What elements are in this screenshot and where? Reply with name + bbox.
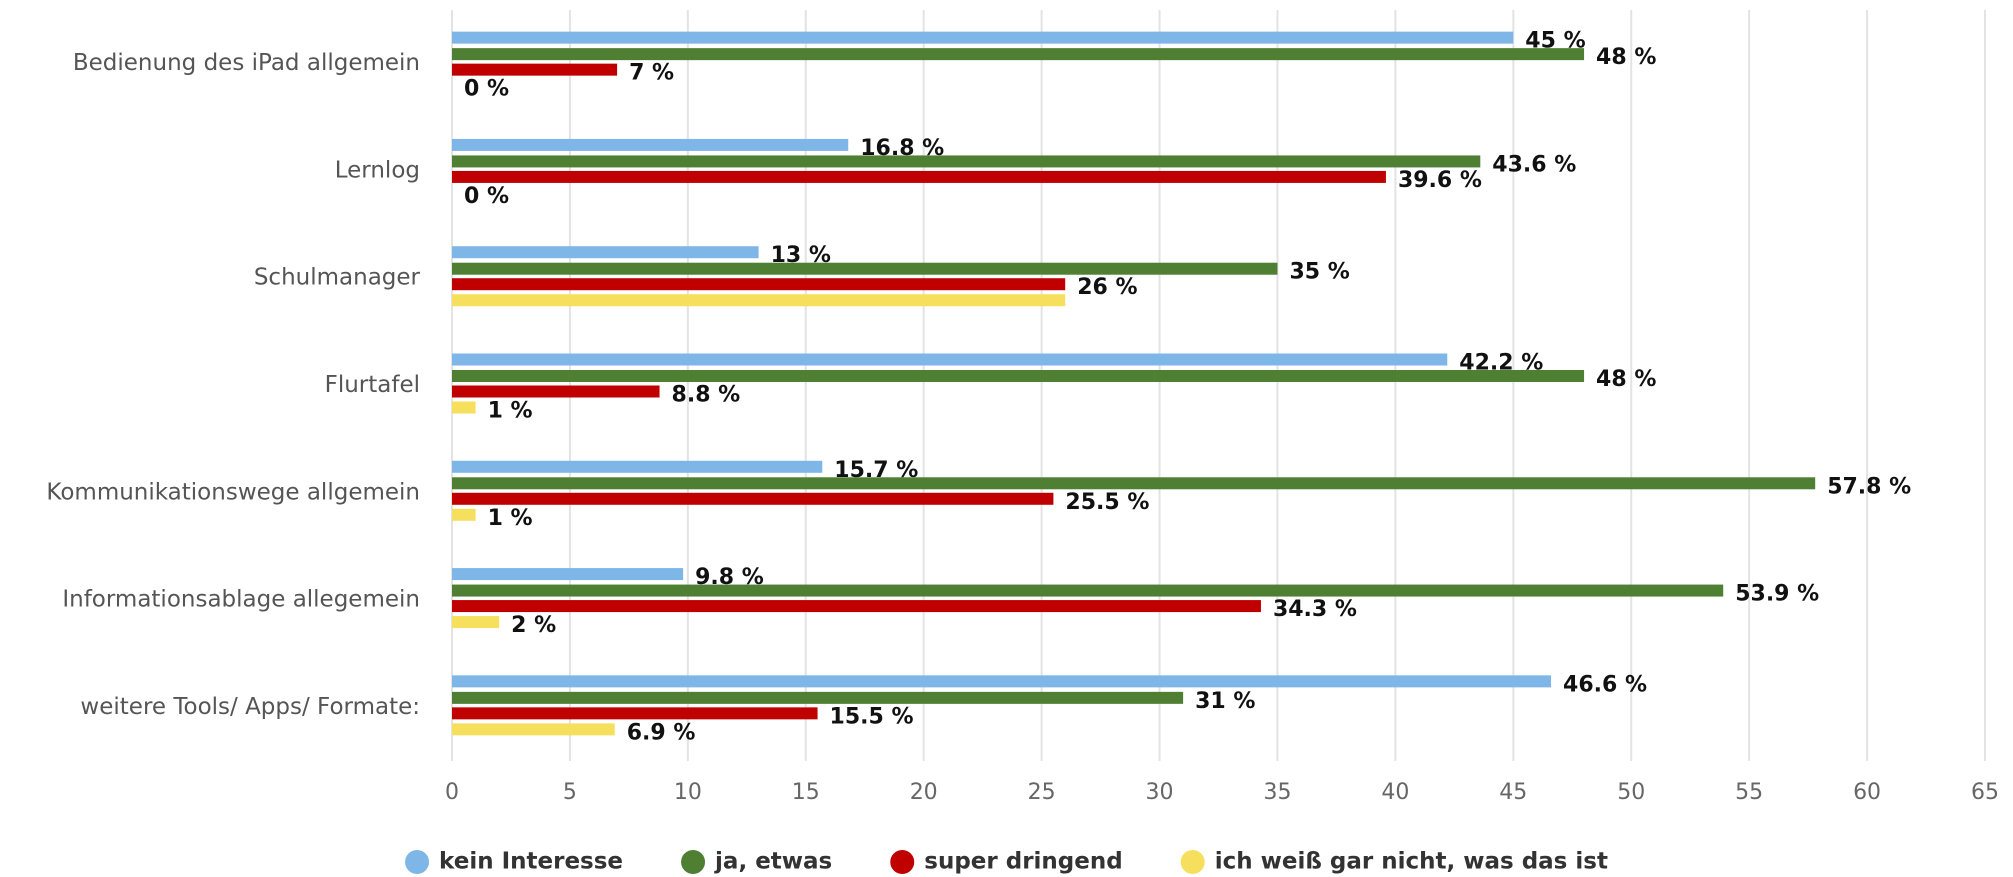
x-tick-label: 5 xyxy=(563,780,577,805)
value-label: 2 % xyxy=(511,613,556,638)
value-label: 57.8 % xyxy=(1827,474,1911,499)
category-label: Kommunikationswege allgemein xyxy=(46,479,420,505)
bar xyxy=(452,477,1816,490)
category-label: Informationsablage allegemein xyxy=(62,587,420,613)
bar xyxy=(452,170,1386,183)
bar xyxy=(452,63,618,76)
x-tick-label: 40 xyxy=(1381,780,1409,805)
bar xyxy=(452,246,759,259)
category-label: Lernlog xyxy=(335,157,420,183)
x-tick-label: 0 xyxy=(445,780,459,805)
value-label: 25.5 % xyxy=(1065,490,1149,515)
legend-label: ich weiß gar nicht, was das ist xyxy=(1215,849,1608,875)
bar xyxy=(452,401,476,414)
bar xyxy=(452,616,500,629)
bar xyxy=(452,385,660,398)
value-label: 7 % xyxy=(629,61,674,86)
legend-label: kein Interesse xyxy=(439,849,623,875)
bar xyxy=(452,492,1054,505)
legend-marker xyxy=(681,850,706,874)
bar xyxy=(452,723,615,736)
legend-marker xyxy=(405,850,430,874)
category-label: Bedienung des iPad allgemein xyxy=(73,50,420,76)
x-tick-label: 30 xyxy=(1146,780,1174,805)
value-label: 1 % xyxy=(488,399,533,424)
x-tick-label: 65 xyxy=(1971,780,1999,805)
x-tick-label: 35 xyxy=(1263,780,1291,805)
legend-marker xyxy=(1180,850,1205,874)
bar xyxy=(452,155,1481,168)
value-label: 43.6 % xyxy=(1492,152,1576,177)
value-label: 0 % xyxy=(464,77,509,102)
bar xyxy=(452,31,1514,44)
value-label: 1 % xyxy=(488,506,533,531)
x-tick-label: 60 xyxy=(1853,780,1881,805)
bar xyxy=(452,294,1066,307)
value-label: 15.5 % xyxy=(830,704,914,729)
bar xyxy=(452,48,1585,61)
value-label: 35 % xyxy=(1289,260,1349,285)
value-label: 0 % xyxy=(464,184,509,209)
x-tick-label: 50 xyxy=(1617,780,1645,805)
bar xyxy=(452,584,1724,597)
category-label: Schulmanager xyxy=(254,265,421,291)
legend-marker xyxy=(890,850,915,874)
value-label: 53.9 % xyxy=(1735,582,1819,607)
bar xyxy=(452,568,684,581)
bar xyxy=(452,278,1066,291)
bar xyxy=(452,370,1585,382)
bar xyxy=(452,460,823,473)
bar xyxy=(452,508,476,521)
x-tick-label: 20 xyxy=(910,780,938,805)
x-tick-label: 55 xyxy=(1735,780,1763,805)
bar xyxy=(452,707,818,720)
category-label: Flurtafel xyxy=(325,372,420,398)
value-label: 6.9 % xyxy=(627,720,696,745)
bar xyxy=(452,600,1261,613)
bar xyxy=(452,353,1448,366)
value-label: 46.6 % xyxy=(1563,672,1647,697)
value-label: 34.3 % xyxy=(1273,597,1357,622)
value-label: 39.6 % xyxy=(1398,168,1482,193)
x-tick-label: 25 xyxy=(1028,780,1056,805)
bar xyxy=(452,138,849,151)
value-label: 48 % xyxy=(1596,367,1656,392)
x-tick-label: 10 xyxy=(674,780,702,805)
legend-label: ja, etwas xyxy=(714,849,832,875)
category-label: weitere Tools/ Apps/ Formate: xyxy=(80,694,420,720)
x-tick-label: 15 xyxy=(792,780,820,805)
value-label: 31 % xyxy=(1195,689,1255,714)
value-label: 8.8 % xyxy=(672,383,741,408)
value-label: 48 % xyxy=(1596,45,1656,70)
legend: kein Interesse ja, etwas super dringend ich… xyxy=(405,849,1608,875)
x-tick-label: 45 xyxy=(1499,780,1527,805)
legend-label: super dringend xyxy=(924,849,1122,875)
value-label: 26 % xyxy=(1077,275,1137,300)
bar xyxy=(452,675,1552,688)
bar xyxy=(452,691,1184,704)
bar xyxy=(452,262,1278,275)
